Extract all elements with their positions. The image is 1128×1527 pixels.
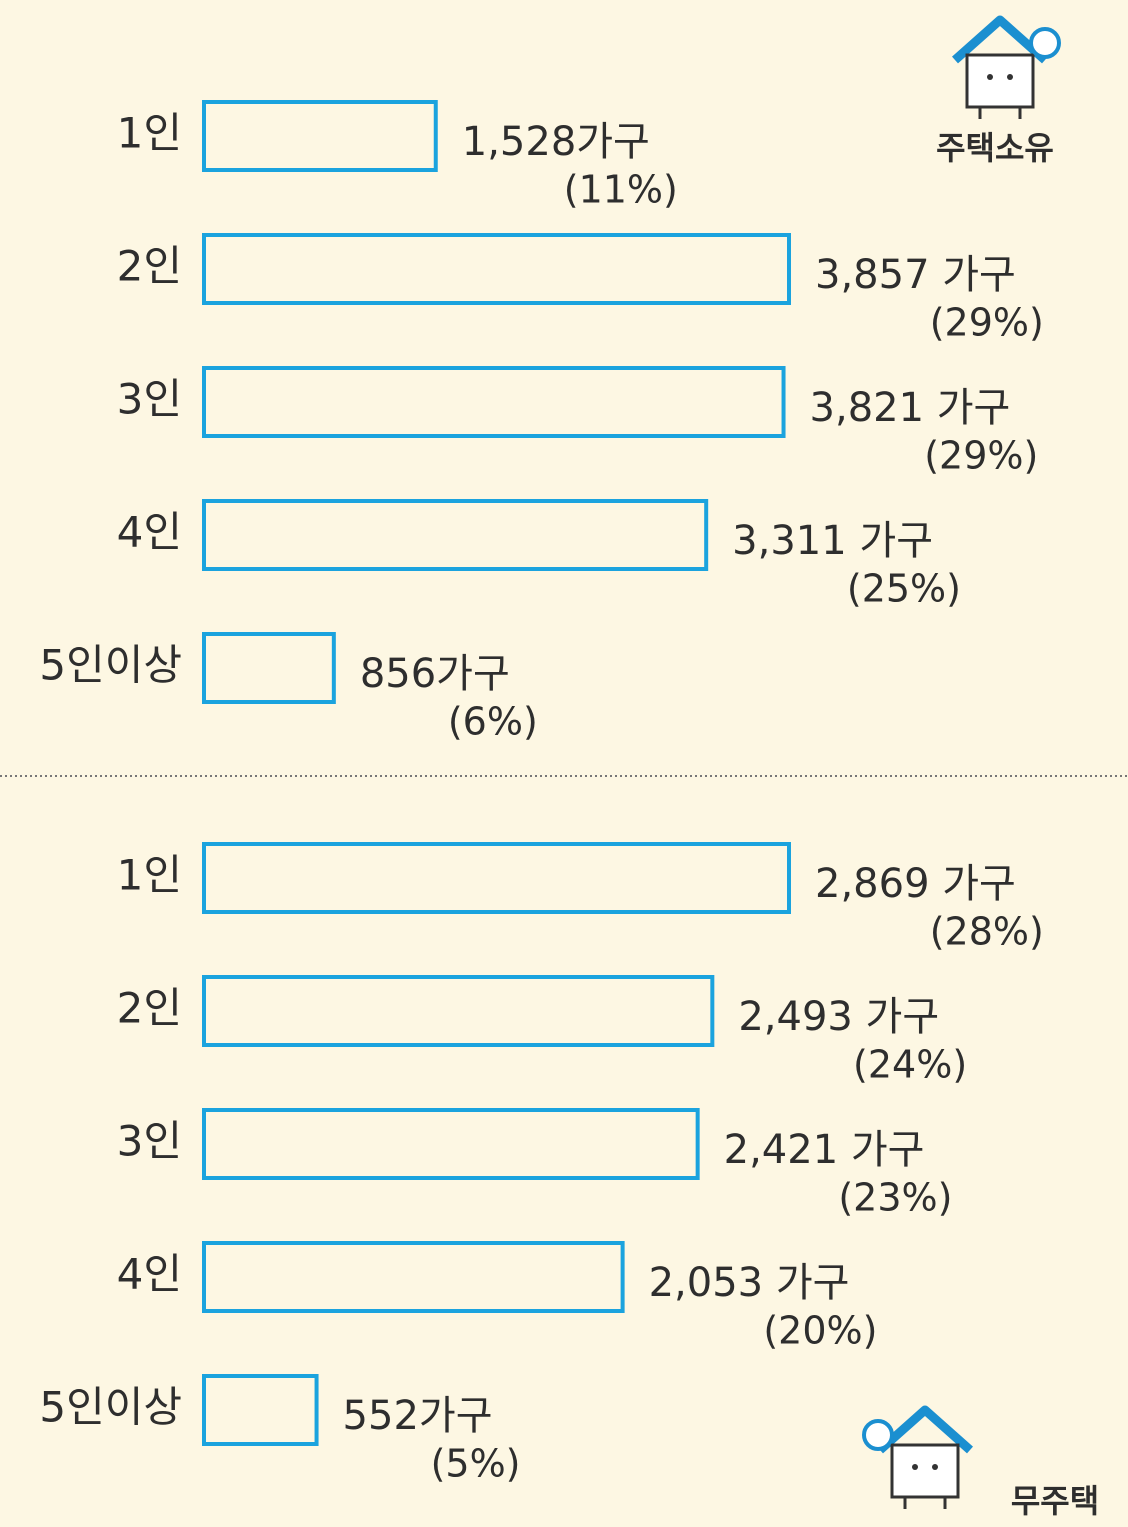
percent-label: (28%) [930, 910, 1044, 954]
bar [202, 842, 791, 914]
value-label: 856가구 [360, 651, 510, 697]
bar [202, 366, 786, 438]
value-label: 2,869 가구 [815, 861, 1016, 907]
bar [202, 233, 791, 305]
percent-label: (29%) [924, 434, 1038, 478]
category-label: 4인 [117, 508, 182, 557]
bar [202, 499, 709, 571]
percent-label: (5%) [431, 1442, 521, 1486]
percent-label: (20%) [763, 1309, 877, 1353]
category-label: 2인 [117, 242, 182, 291]
chart-title: 무주택 [1011, 1482, 1099, 1520]
bar [202, 975, 715, 1047]
category-label: 3인 [117, 1117, 182, 1166]
chart-title: 주택소유 [936, 129, 1054, 167]
house-icon [952, 15, 1061, 119]
value-label: 1,528가구 [462, 119, 650, 165]
percent-label: (11%) [564, 168, 678, 212]
value-label: 2,493 가구 [738, 994, 939, 1040]
value-label: 2,053 가구 [649, 1260, 850, 1306]
bar [202, 1241, 625, 1313]
bar [202, 1374, 319, 1446]
bar [202, 632, 336, 704]
percent-label: (29%) [930, 301, 1044, 345]
bar [202, 1108, 700, 1180]
percent-label: (24%) [853, 1043, 967, 1087]
percent-label: (25%) [847, 567, 961, 611]
house-icon [862, 1405, 973, 1509]
category-label: 5인이상 [39, 1383, 182, 1432]
value-label: 3,311 가구 [732, 518, 933, 564]
category-label: 1인 [117, 109, 182, 158]
category-label: 2인 [117, 984, 182, 1033]
category-label: 1인 [117, 851, 182, 900]
category-label: 4인 [117, 1250, 182, 1299]
category-label: 5인이상 [39, 641, 182, 690]
percent-label: (6%) [448, 700, 538, 744]
value-label: 2,421 가구 [724, 1127, 925, 1173]
value-label: 552가구 [343, 1393, 493, 1439]
category-label: 3인 [117, 375, 182, 424]
percent-label: (23%) [838, 1176, 952, 1220]
value-label: 3,857 가구 [815, 252, 1016, 298]
bar [202, 100, 438, 172]
value-label: 3,821 가구 [810, 385, 1011, 431]
